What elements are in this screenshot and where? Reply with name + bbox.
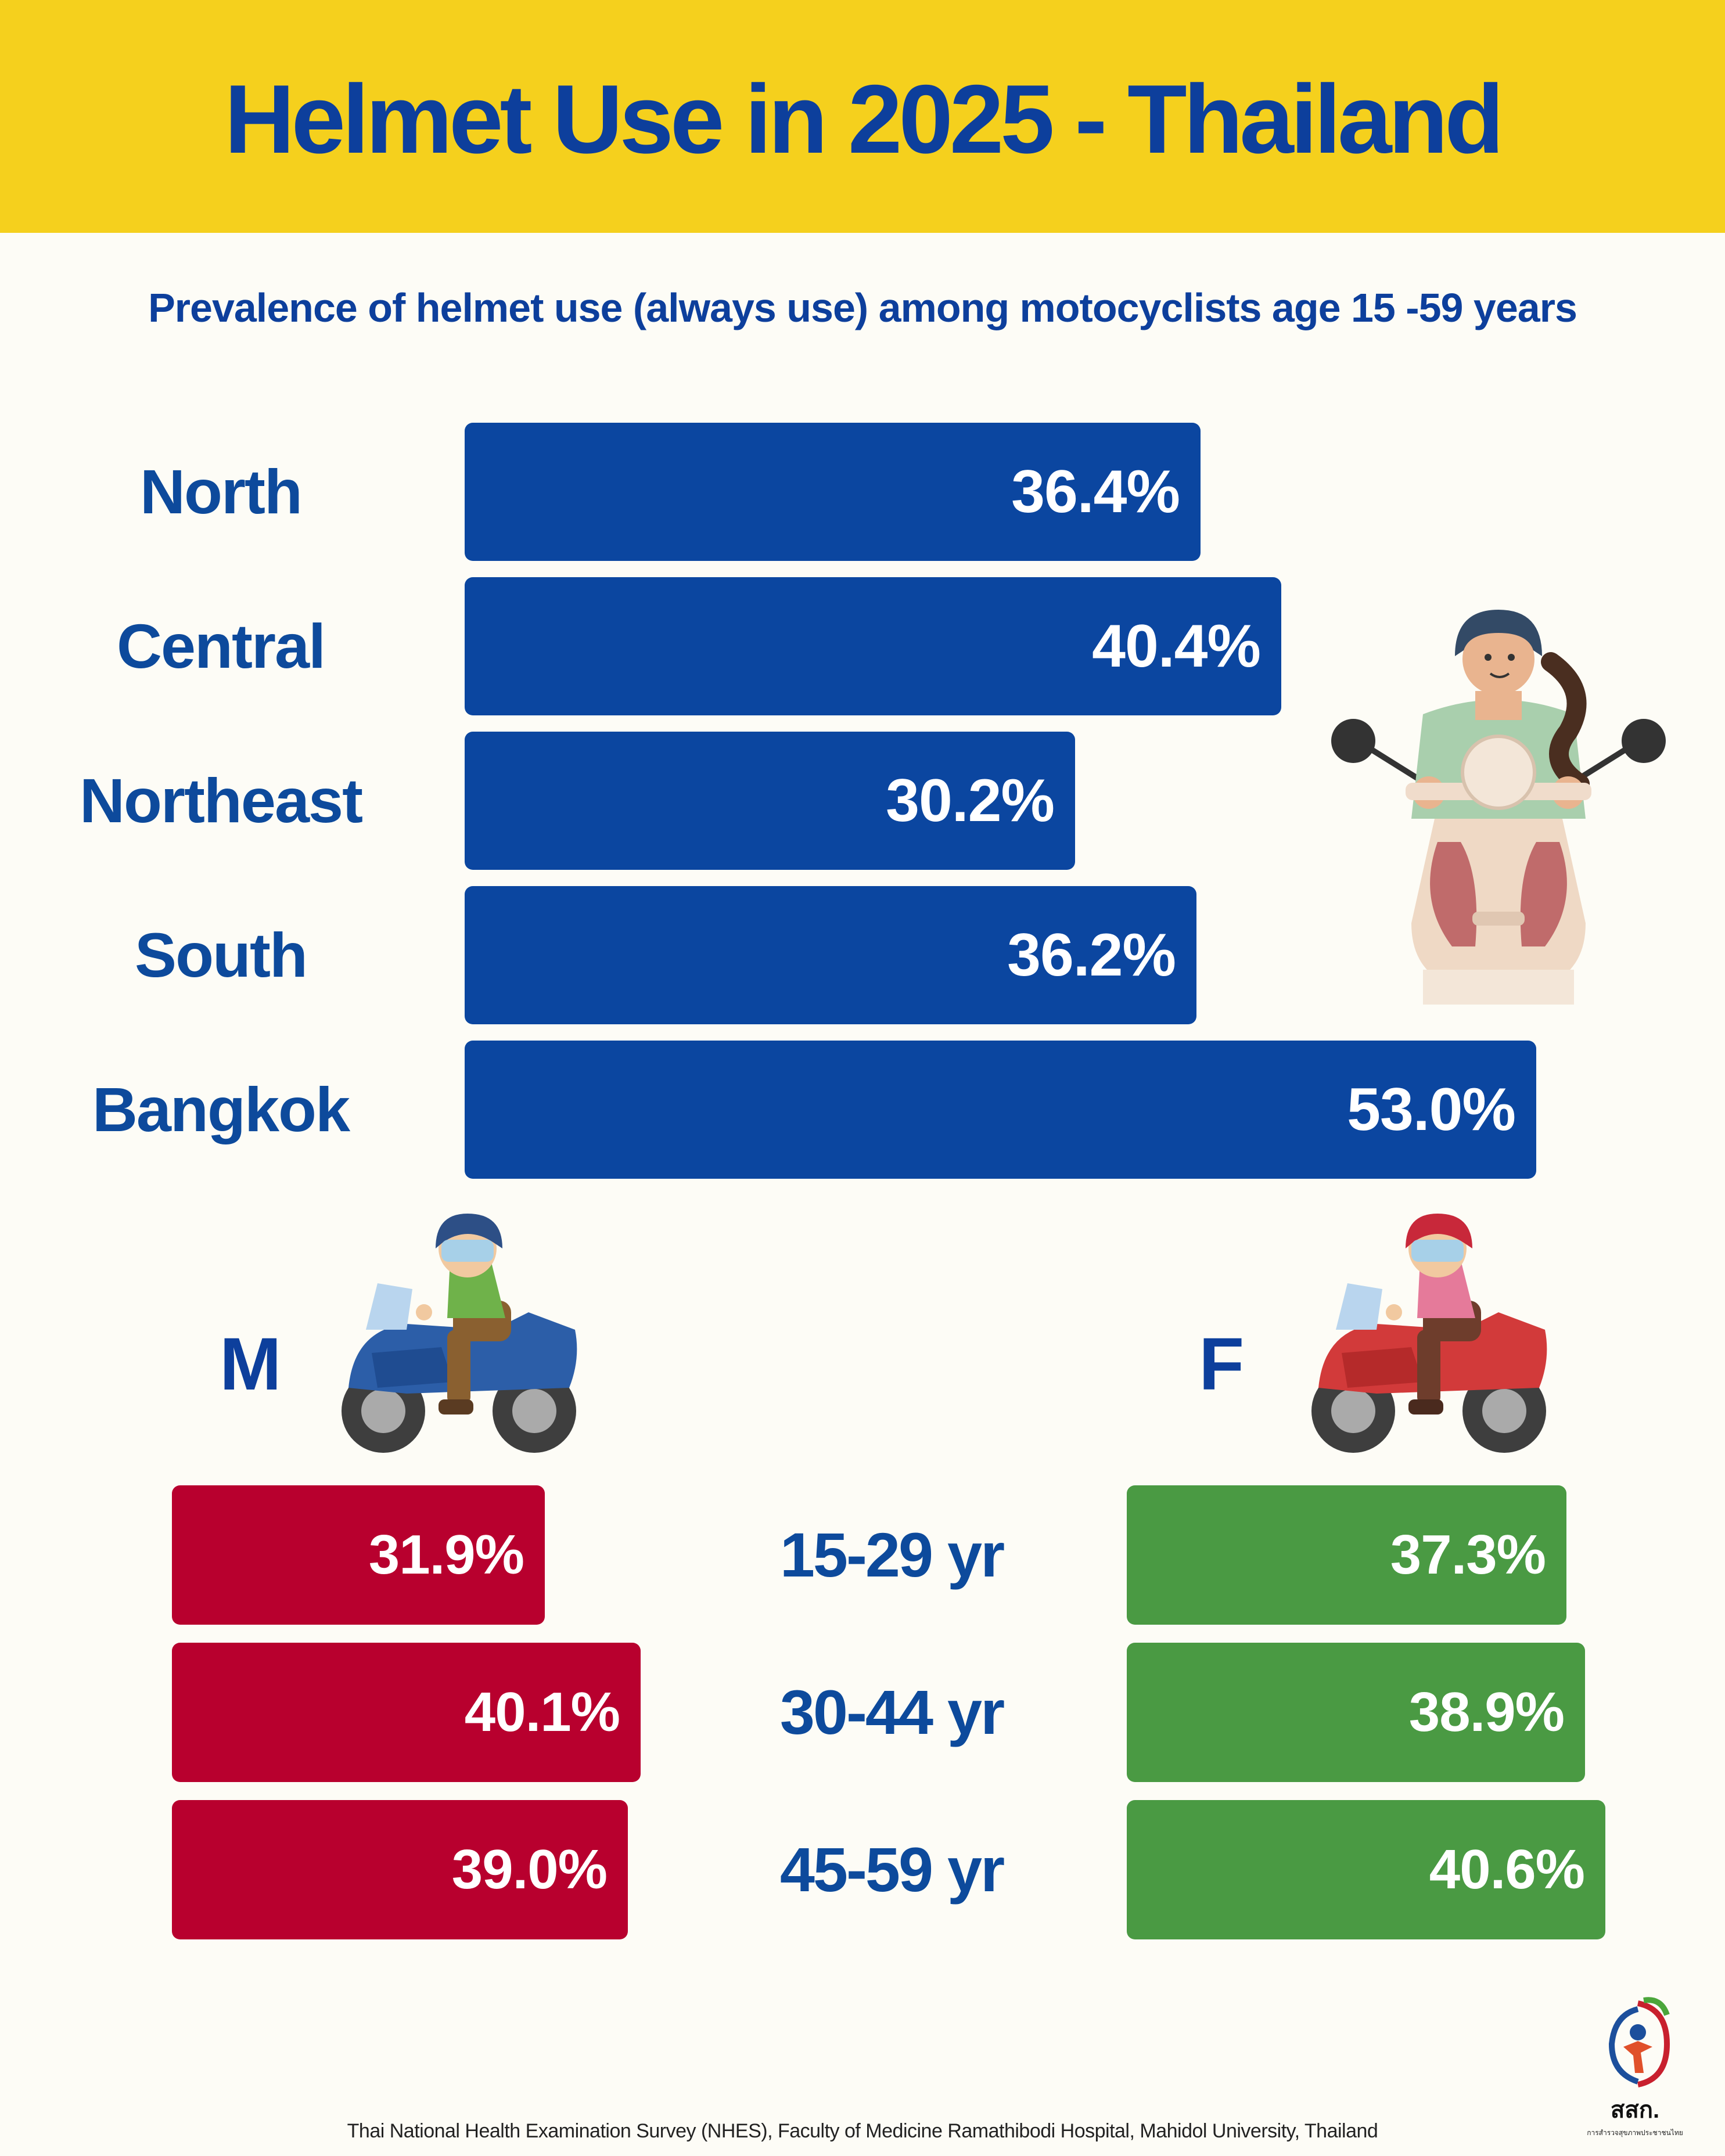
male-bar-45-59-yr: 39.0% <box>172 1800 628 1939</box>
female-label: F <box>1199 1323 1245 1406</box>
male-bar-value: 40.1% <box>464 1681 620 1743</box>
female-bar-45-59-yr: 40.6% <box>1127 1800 1605 1939</box>
male-bar-30-44-yr: 40.1% <box>172 1643 641 1782</box>
region-bar-value: 36.2% <box>1007 921 1176 989</box>
region-bar-value: 36.4% <box>1011 458 1180 525</box>
nhes-logo-icon <box>1608 1997 1670 2087</box>
logo-text: สสก. <box>1610 2097 1660 2123</box>
region-bar-value: 30.2% <box>886 766 1055 834</box>
woman-scooter-icon <box>1331 610 1666 1005</box>
male-bar-15-29-yr: 31.9% <box>172 1485 545 1625</box>
logo-subtext: การสำรวจสุขภาพประชาชนไทย <box>1587 2129 1683 2137</box>
male-motorcyclist-icon <box>342 1214 577 1453</box>
female-bar-value: 40.6% <box>1429 1838 1585 1901</box>
region-bar-south: 36.2% <box>465 886 1196 1024</box>
region-bar-value: 53.0% <box>1347 1075 1516 1143</box>
source-note: Thai National Health Examination Survey … <box>347 2120 1378 2142</box>
male-bar-value: 39.0% <box>451 1838 608 1901</box>
region-bar-northeast: 30.2% <box>465 732 1075 870</box>
female-bar-value: 37.3% <box>1390 1524 1546 1586</box>
male-bar-value: 31.9% <box>368 1524 524 1586</box>
age-group-label: 15-29 yr <box>779 1520 1005 1590</box>
region-label-north: North <box>140 456 303 527</box>
region-label-bangkok: Bangkok <box>92 1074 350 1144</box>
region-label-central: Central <box>116 611 326 681</box>
female-bar-30-44-yr: 38.9% <box>1127 1643 1585 1782</box>
region-bar-central: 40.4% <box>465 577 1281 715</box>
region-bar-value: 40.4% <box>1092 612 1261 680</box>
page-title: Helmet Use in 2025 - Thailand <box>224 64 1504 174</box>
female-motorcyclist-icon <box>1311 1214 1547 1453</box>
age-group-label: 45-59 yr <box>779 1834 1005 1905</box>
chart-subtitle: Prevalence of helmet use (always use) am… <box>148 285 1577 330</box>
age-group-label: 30-44 yr <box>779 1677 1005 1747</box>
region-label-south: South <box>135 920 308 990</box>
region-bar-north: 36.4% <box>465 423 1201 561</box>
female-bar-value: 38.9% <box>1408 1681 1565 1743</box>
male-label: M <box>220 1323 282 1406</box>
region-label-northeast: Northeast <box>79 765 363 836</box>
title-banner <box>0 0 1725 233</box>
region-bar-bangkok: 53.0% <box>465 1041 1536 1179</box>
female-bar-15-29-yr: 37.3% <box>1127 1485 1566 1625</box>
